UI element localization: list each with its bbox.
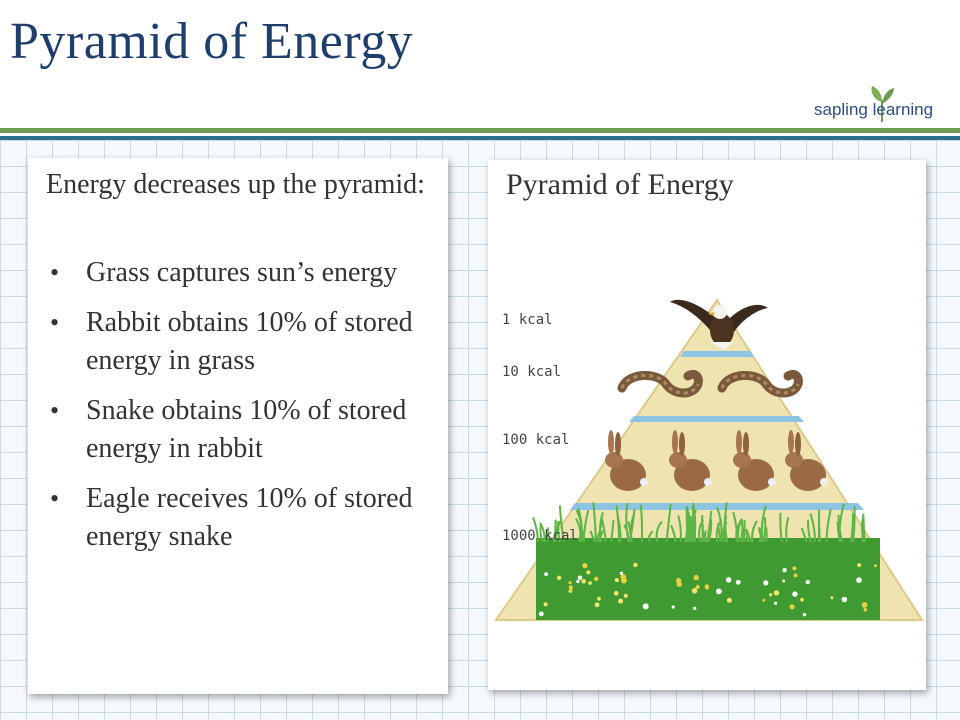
intro-text: Energy decreases up the pyramid: bbox=[46, 169, 425, 200]
bullet-snake: Snake obtains 10% of stored energy in ra… bbox=[46, 392, 438, 468]
separator-2 bbox=[629, 416, 804, 422]
bullet-rabbit: Rabbit obtains 10% of stored energy in g… bbox=[46, 304, 438, 380]
header-rule-blue bbox=[0, 136, 960, 140]
bullet-list: Grass captures sun’s energy Rabbit obtai… bbox=[46, 254, 438, 568]
rabbit-icon bbox=[605, 430, 648, 491]
header-rule-green bbox=[0, 128, 960, 133]
rabbit-icon bbox=[733, 430, 776, 491]
separator-1 bbox=[680, 351, 754, 357]
logo-text: sapling learning bbox=[814, 100, 934, 119]
level-label-4: 1000 kcal bbox=[502, 528, 578, 544]
slide-title: Pyramid of Energy bbox=[10, 13, 414, 70]
rabbit-icon bbox=[669, 430, 712, 491]
snake-icon bbox=[617, 369, 703, 398]
pyramid-card: Pyramid of Energy bbox=[488, 160, 926, 690]
level-label-3: 100 kcal bbox=[502, 432, 569, 448]
bullet-grass: Grass captures sun’s energy bbox=[46, 254, 438, 292]
bullet-eagle: Eagle receives 10% of stored energy snak… bbox=[46, 480, 438, 556]
energy-pyramid: 1 kcal 10 kcal 100 kcal 1000 kcal bbox=[494, 298, 924, 621]
sapling-learning-logo: sapling learning bbox=[814, 82, 954, 126]
separator-3 bbox=[570, 503, 864, 510]
eagle-icon bbox=[670, 299, 768, 350]
snake-icon bbox=[717, 369, 803, 398]
rabbit-icon bbox=[785, 430, 828, 491]
level-label-1: 1 kcal bbox=[502, 312, 553, 328]
grass-icon bbox=[532, 502, 880, 620]
sprout-icon bbox=[871, 86, 894, 122]
level-label-2: 10 kcal bbox=[502, 364, 561, 380]
pyramid-title: Pyramid of Energy bbox=[506, 168, 734, 201]
text-card: Energy decreases up the pyramid: Grass c… bbox=[28, 158, 448, 694]
